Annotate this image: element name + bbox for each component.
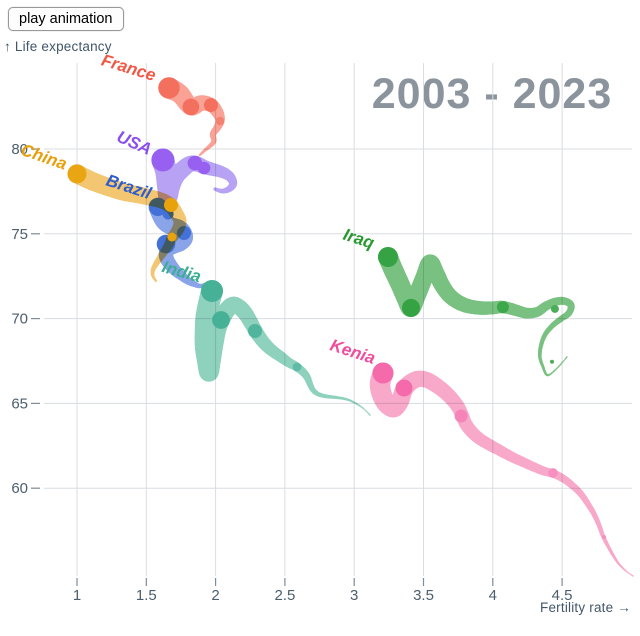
trail-china <box>67 164 187 283</box>
y-axis-title: ↑ Life expectancy <box>4 39 112 54</box>
trail-segment <box>626 571 629 573</box>
y-tick-label: 80 <box>11 141 28 158</box>
y-tick-label: 60 <box>11 480 28 497</box>
year-marker <box>212 311 230 329</box>
y-tick-label: 75 <box>11 226 28 243</box>
year-marker <box>204 98 218 113</box>
trail-kenia <box>369 362 634 577</box>
trail-markers-china <box>67 164 178 242</box>
chart-title: 2003 - 2023 <box>372 70 613 118</box>
trail-segment <box>627 572 630 574</box>
year-marker <box>197 161 211 175</box>
x-tick-label: 2 <box>211 587 219 604</box>
year-marker <box>167 232 177 242</box>
trail-segment <box>562 360 564 363</box>
trail-segment <box>154 279 158 283</box>
year-marker <box>454 409 468 423</box>
year-marker <box>182 98 200 116</box>
country-label-usa: USA <box>114 127 155 159</box>
x-tick-label: 1.5 <box>136 587 157 604</box>
trail-segment <box>362 407 364 409</box>
trail-segment <box>560 363 562 365</box>
trail-markers-france <box>158 77 225 126</box>
year-marker <box>164 198 178 212</box>
trail-france <box>158 77 225 157</box>
year-marker <box>201 280 223 302</box>
trail-segment <box>550 372 553 375</box>
trail-segment <box>369 414 371 416</box>
trail-segment <box>213 187 217 191</box>
trail-iraq <box>378 247 575 377</box>
year-marker <box>602 535 606 539</box>
country-label-kenia: Kenia <box>328 335 378 367</box>
trail-segment <box>367 412 370 415</box>
trail-segment <box>555 368 557 371</box>
trail-segment <box>630 574 632 576</box>
x-tick-label: 4.5 <box>552 587 573 604</box>
year-marker <box>550 359 554 364</box>
year-marker <box>548 468 558 478</box>
trail-segment <box>365 410 368 412</box>
trail-segment <box>198 153 202 157</box>
country-label-france: France <box>99 51 158 85</box>
year-marker <box>67 164 87 184</box>
trail-markers-iraq <box>378 247 559 364</box>
x-tick-label: 1 <box>73 587 81 604</box>
country-label-iraq: Iraq <box>341 225 377 253</box>
year-marker <box>395 379 413 397</box>
x-tick-label: 3 <box>350 587 358 604</box>
x-tick-label: 4 <box>489 587 497 604</box>
year-marker <box>496 301 509 314</box>
trail-markers-kenia <box>372 362 606 539</box>
country-label-china: China <box>18 140 69 173</box>
trail-segment <box>629 573 631 575</box>
year-marker <box>248 324 262 338</box>
trail-segment <box>557 366 559 369</box>
tick-labels: 1 1.5 2 2.5 3 3.5 4 4.5 80 75 70 65 60 <box>11 141 572 604</box>
year-marker <box>372 362 394 384</box>
trail-markers-usa <box>151 148 211 175</box>
y-tick-label: 70 <box>11 311 28 328</box>
trail-segment <box>564 358 566 361</box>
x-tick-label: 3.5 <box>413 587 434 604</box>
trail-body-kenia <box>369 362 634 577</box>
year-marker <box>215 116 225 126</box>
axis-ticks <box>31 148 563 586</box>
trail-india <box>194 280 371 416</box>
y-tick-label: 65 <box>11 395 28 412</box>
gridlines <box>44 63 632 576</box>
trail-segment <box>364 409 366 411</box>
trail-markers-india <box>201 280 302 372</box>
trail-segment <box>566 356 568 358</box>
trail-segment <box>632 575 634 577</box>
trail-segment <box>563 359 565 362</box>
country-label-india: India <box>160 257 203 286</box>
trail-body-iraq <box>378 247 575 377</box>
year-marker <box>151 148 175 172</box>
trail-segment <box>625 570 627 572</box>
trail-segment <box>558 365 560 368</box>
trail-segment <box>366 411 369 414</box>
year-marker <box>292 362 302 372</box>
trail-segment <box>363 408 365 410</box>
year-marker <box>158 77 180 99</box>
play-animation-button[interactable]: play animation <box>8 7 124 31</box>
x-tick-label: 2.5 <box>274 587 295 604</box>
x-axis-title: Fertility rate → <box>540 600 631 615</box>
year-marker <box>378 247 398 267</box>
year-marker <box>550 304 559 313</box>
trail-segment <box>556 367 558 370</box>
trail-segment <box>561 362 563 364</box>
year-marker <box>402 298 420 317</box>
